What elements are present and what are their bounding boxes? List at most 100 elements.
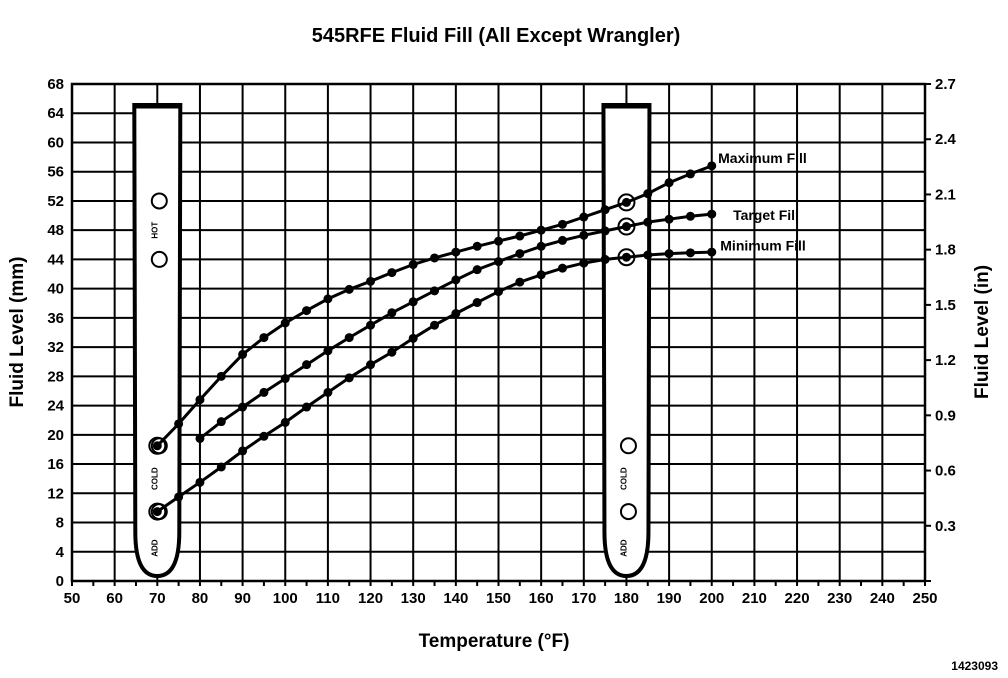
data-point [451,308,461,318]
data-point [174,492,184,502]
data-point [494,257,503,267]
data-point [344,333,354,343]
data-point [557,235,567,245]
data-point [323,387,333,397]
dipstick-illustrations: HOT COLD ADD COLD ADD [132,103,652,579]
x-tick-label: 80 [192,590,209,607]
dipstick-label: ADD [150,539,159,557]
y-axis-label-left: Fluid Level (mm) [7,257,28,408]
x-tick-label: 230 [827,590,852,607]
y-tick-label-left: 8 [56,515,64,532]
data-point [579,212,589,222]
y-tick-label-right: 2.1 [935,186,956,203]
data-point [557,219,567,229]
dipstick-hole [619,437,637,455]
data-point [494,287,503,297]
x-tick-label: 250 [912,590,937,607]
data-point [579,258,589,268]
data-point [643,217,653,227]
data-point [408,260,418,270]
series-label: Maximum Fill [718,150,807,166]
data-point [408,333,418,343]
x-tick-label: 240 [870,590,895,607]
x-tick-label: 120 [358,590,383,607]
data-point [195,395,205,405]
tick-labels: 50 60 70 80 90 100 110 120 130 140 150 160 170 180 190… [47,76,956,607]
dipstick-label: ADD [619,539,628,557]
dipstick-body [132,103,183,579]
y-tick-label-right: 0.3 [935,518,956,535]
y-tick-label-left: 68 [47,76,64,93]
reference-marker [617,193,636,212]
figure-id: 1423093 [951,659,998,673]
dipstick-hole [619,503,637,521]
y-tick-label-right: 0.9 [935,407,956,424]
x-tick-label: 50 [64,590,81,607]
data-point [430,253,440,263]
data-point [259,387,269,397]
data-point [707,161,717,171]
dipstick-hole [150,250,168,268]
data-point [280,374,290,384]
y-tick-label-left: 0 [56,573,64,590]
data-point [302,402,312,412]
data-point [536,241,546,251]
data-point [323,294,333,304]
x-tick-label: 70 [149,590,166,607]
data-point [600,254,610,264]
data-point [515,277,525,287]
y-tick-label-right: 1.8 [935,242,956,259]
data-point [366,276,376,286]
y-tick-label-left: 20 [47,427,64,444]
x-tick-label: 140 [443,590,468,607]
data-point [430,286,440,296]
y-tick-label-left: 52 [47,193,64,210]
data-point [472,265,482,275]
data-point [600,205,610,215]
data-point [152,441,162,451]
x-tick-label: 220 [785,590,810,607]
data-point [195,477,205,487]
y-tick-label-right: 1.5 [935,297,956,314]
data-point [472,298,482,308]
y-tick-label-left: 60 [47,134,64,151]
data-point [387,268,397,278]
x-tick-label: 90 [234,590,251,607]
y-axis-label-right: Fluid Level (in) [972,265,993,399]
data-point [707,209,717,219]
data-point [707,247,717,257]
data-point [621,197,631,207]
data-point [664,249,674,259]
series-label: Target Fill [733,207,799,223]
dipstick-label: HOT [150,222,159,239]
x-tick-label: 130 [401,590,426,607]
y-tick-label-left: 12 [47,485,64,502]
data-point [280,417,290,427]
data-point [216,417,226,427]
data-point [557,263,567,273]
data-point [664,178,674,188]
data-point [238,446,248,456]
data-point [472,241,482,251]
data-point [195,433,205,443]
data-point [387,308,397,318]
dipstick-label: COLD [150,467,159,490]
x-tick-label: 150 [486,590,511,607]
data-point [451,247,461,257]
y-tick-label-left: 24 [47,398,64,415]
data-point [600,226,610,236]
series-layer: Maximum Fill Target Fill Minimum Fill [148,150,807,521]
data-point [152,507,162,517]
data-point [302,360,312,370]
y-tick-label-right: 2.7 [935,76,956,93]
data-point [536,225,546,235]
x-tick-label: 110 [316,590,340,607]
data-point [238,402,248,412]
data-point [238,349,248,359]
data-point [174,419,184,429]
reference-marker [617,217,636,236]
data-point [451,275,461,285]
x-tick-label: 190 [657,590,682,607]
y-tick-label-left: 48 [47,222,64,239]
data-point [685,211,695,221]
